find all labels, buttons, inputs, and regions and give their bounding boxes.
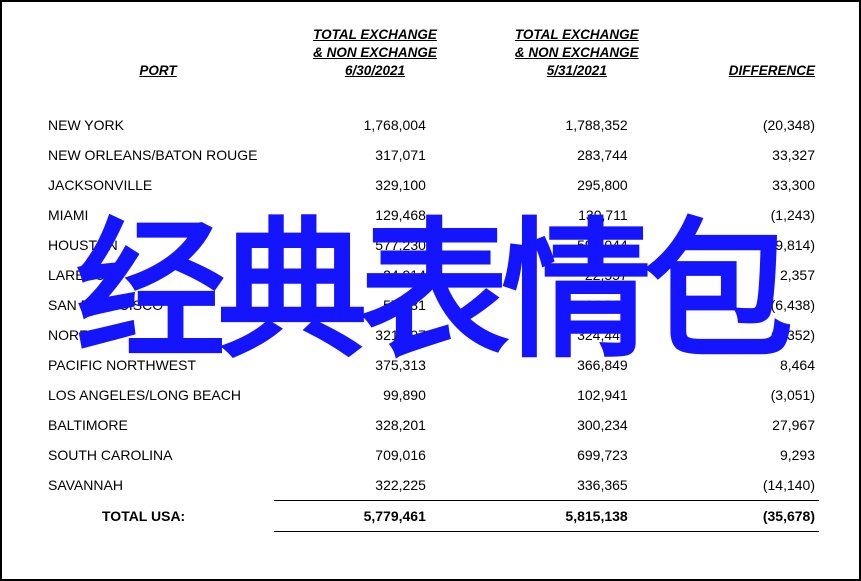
cell-diff: 9,293	[678, 440, 819, 470]
cell-diff: (20,348)	[678, 87, 819, 140]
cell-col1: 24,914	[274, 260, 476, 290]
table-container: PORT TOTAL EXCHANGE & NON EXCHANGE 6/30/…	[2, 2, 859, 552]
cell-port: HOUSTON	[42, 230, 274, 260]
header-col2: TOTAL EXCHANGE & NON EXCHANGE 5/31/2021	[476, 24, 678, 87]
cell-col2: 130,711	[476, 200, 678, 230]
cell-diff: (6,438)	[678, 290, 819, 320]
cell-col1: 577,230	[274, 230, 476, 260]
cell-col2: 699,723	[476, 440, 678, 470]
cell-diff: 8,464	[678, 350, 819, 380]
total-label: TOTAL USA:	[42, 500, 274, 531]
header-port: PORT	[42, 24, 274, 87]
cell-col2: 300,234	[476, 410, 678, 440]
cell-port: NORFOLK	[42, 320, 274, 350]
cell-diff: (19,814)	[678, 230, 819, 260]
cell-col1: 1,768,004	[274, 87, 476, 140]
cell-col1: 99,890	[274, 380, 476, 410]
cell-port: BALTIMORE	[42, 410, 274, 440]
cell-port: SAVANNAH	[42, 470, 274, 501]
cell-col1: 328,201	[274, 410, 476, 440]
cell-col2: 64,369	[476, 290, 678, 320]
cell-col1: 129,468	[274, 200, 476, 230]
cell-port: LAREDO	[42, 260, 274, 290]
cell-col2: 102,941	[476, 380, 678, 410]
total-row: TOTAL USA:5,779,4615,815,138(35,678)	[42, 500, 819, 531]
total-col2: 5,815,138	[476, 500, 678, 531]
table-row: SOUTH CAROLINA709,016699,7239,293	[42, 440, 819, 470]
cell-col1: 329,100	[274, 170, 476, 200]
cell-port: MIAMI	[42, 200, 274, 230]
cell-diff: (3,352)	[678, 320, 819, 350]
cell-diff: 2,357	[678, 260, 819, 290]
cell-port: PACIFIC NORTHWEST	[42, 350, 274, 380]
table-row: JACKSONVILLE329,100295,80033,300	[42, 170, 819, 200]
cell-port: NEW YORK	[42, 87, 274, 140]
cell-diff: (1,243)	[678, 200, 819, 230]
cell-col2: 1,788,352	[476, 87, 678, 140]
cell-col2: 366,849	[476, 350, 678, 380]
cell-col1: 57,931	[274, 290, 476, 320]
table-row: HOUSTON577,230597,044(19,814)	[42, 230, 819, 260]
table-row: LAREDO24,91422,5572,357	[42, 260, 819, 290]
table-body: NEW YORK1,768,0041,788,352(20,348)NEW OR…	[42, 87, 819, 532]
ports-table: PORT TOTAL EXCHANGE & NON EXCHANGE 6/30/…	[42, 24, 819, 532]
cell-col2: 22,557	[476, 260, 678, 290]
header-col1: TOTAL EXCHANGE & NON EXCHANGE 6/30/2021	[274, 24, 476, 87]
table-row: MIAMI129,468130,711(1,243)	[42, 200, 819, 230]
cell-col2: 597,044	[476, 230, 678, 260]
table-row: NORFOLK321,097324,449(3,352)	[42, 320, 819, 350]
cell-col2: 283,744	[476, 140, 678, 170]
table-row: NEW YORK1,768,0041,788,352(20,348)	[42, 87, 819, 140]
cell-col2: 295,800	[476, 170, 678, 200]
cell-col2: 324,449	[476, 320, 678, 350]
cell-col1: 375,313	[274, 350, 476, 380]
table-row: NEW ORLEANS/BATON ROUGE317,071283,74433,…	[42, 140, 819, 170]
table-row: SAVANNAH322,225336,365(14,140)	[42, 470, 819, 501]
cell-diff: 27,967	[678, 410, 819, 440]
cell-col2: 336,365	[476, 470, 678, 501]
total-diff: (35,678)	[678, 500, 819, 531]
total-col1: 5,779,461	[274, 500, 476, 531]
cell-port: SAN FRANCISCO	[42, 290, 274, 320]
cell-diff: (14,140)	[678, 470, 819, 501]
cell-diff: 33,327	[678, 140, 819, 170]
cell-diff: 33,300	[678, 170, 819, 200]
table-row: BALTIMORE328,201300,23427,967	[42, 410, 819, 440]
cell-diff: (3,051)	[678, 380, 819, 410]
table-row: PACIFIC NORTHWEST375,313366,8498,464	[42, 350, 819, 380]
cell-port: SOUTH CAROLINA	[42, 440, 274, 470]
cell-port: NEW ORLEANS/BATON ROUGE	[42, 140, 274, 170]
table-row: SAN FRANCISCO57,93164,369(6,438)	[42, 290, 819, 320]
cell-col1: 709,016	[274, 440, 476, 470]
cell-port: JACKSONVILLE	[42, 170, 274, 200]
cell-port: LOS ANGELES/LONG BEACH	[42, 380, 274, 410]
cell-col1: 321,097	[274, 320, 476, 350]
cell-col1: 317,071	[274, 140, 476, 170]
table-row: LOS ANGELES/LONG BEACH99,890102,941(3,05…	[42, 380, 819, 410]
cell-col1: 322,225	[274, 470, 476, 501]
header-diff: DIFFERENCE	[678, 24, 819, 87]
